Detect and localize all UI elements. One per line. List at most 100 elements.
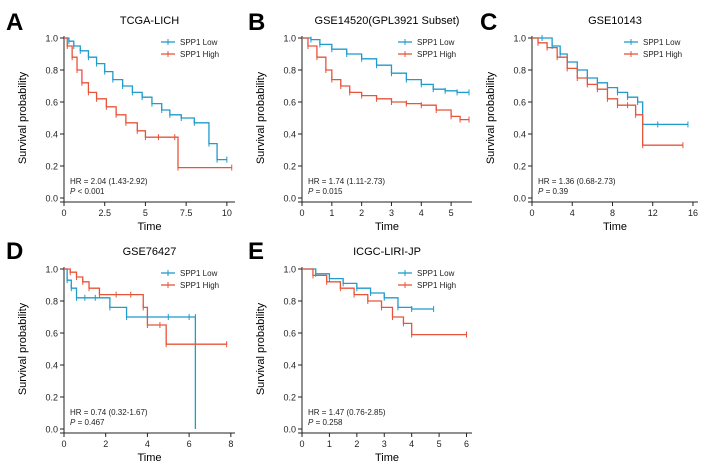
y-tick-label: 0.8 — [283, 66, 296, 76]
y-tick-label: 0.0 — [45, 194, 58, 204]
panel-letter: D — [6, 238, 23, 265]
legend-label: SPP1 High — [180, 281, 219, 290]
y-tick-label: 0.8 — [283, 297, 296, 307]
km-curve-high — [64, 37, 232, 169]
x-tick-label: 5 — [143, 208, 148, 218]
x-tick-label: 0 — [299, 439, 304, 449]
hazard-ratio-text: HR = 1.74 (1.11-2.73) — [308, 177, 385, 186]
x-tick-label: 4 — [145, 439, 150, 449]
x-tick-label: 3 — [389, 208, 394, 218]
legend-label: SPP1 High — [180, 50, 219, 59]
legend-label: SPP1 Low — [180, 38, 218, 47]
y-tick-label: 0.2 — [45, 162, 58, 172]
km-curve-low — [302, 37, 470, 94]
y-tick-label: 0.8 — [513, 66, 526, 76]
y-tick-label: 0.6 — [45, 329, 58, 339]
p-value-symbol: P — [308, 418, 314, 427]
y-tick-label: 1.0 — [283, 265, 296, 275]
legend-label: SPP1 High — [643, 50, 682, 59]
p-value-text: P = 0.258 — [308, 418, 343, 427]
y-tick-label: 0.6 — [513, 98, 526, 108]
panel-letter: C — [480, 9, 497, 36]
x-tick-label: 8 — [610, 208, 615, 218]
legend-label: SPP1 Low — [180, 269, 218, 278]
y-tick-label: 0.4 — [283, 130, 296, 140]
x-tick-label: 6 — [464, 439, 469, 449]
km-panel-d: D GSE76427 0.0 0.2 0.4 0.6 0.8 1.0 0 2 4 6 8 Time Surv… — [6, 238, 235, 464]
x-tick-label: 7.5 — [180, 208, 193, 218]
x-tick-label: 1 — [329, 208, 334, 218]
x-axis-label: Time — [375, 221, 399, 233]
hazard-ratio-text: HR = 0.74 (0.32-1.67) — [70, 408, 148, 417]
x-tick-label: 10 — [222, 208, 232, 218]
y-tick-label: 1.0 — [283, 34, 296, 44]
km-curve-low — [64, 268, 197, 429]
y-tick-label: 0.0 — [283, 194, 296, 204]
y-axis-label: Survival probability — [485, 71, 497, 164]
chart-title: GSE76427 — [123, 246, 177, 258]
km-panel-a: A TCGA-LICH 0.0 0.2 0.4 0.6 0.8 1.0 0 2.5 5 7.5 10 Ti… — [6, 9, 235, 233]
legend-label: SPP1 Low — [417, 38, 455, 47]
p-value-symbol: P — [70, 418, 76, 427]
y-axis-label: Survival probability — [255, 71, 267, 164]
x-tick-label: 16 — [688, 208, 698, 218]
y-tick-label: 0.8 — [45, 66, 58, 76]
x-tick-label: 2.5 — [98, 208, 111, 218]
p-value-symbol: P — [70, 187, 76, 196]
x-tick-label: 4 — [570, 208, 575, 218]
y-tick-label: 0.0 — [513, 194, 526, 204]
p-value-number: = 0.258 — [313, 418, 343, 427]
km-panel-e: E ICGC-LIRI-JP 0.0 0.2 0.4 0.6 0.8 1.0 0 1 2 3 4 5 6 Ti… — [248, 238, 472, 464]
p-value-text: P < 0.001 — [70, 187, 105, 196]
legend-label: SPP1 Low — [417, 269, 455, 278]
km-curve-low — [302, 268, 434, 310]
y-tick-label: 0.4 — [45, 361, 58, 371]
x-tick-label: 2 — [359, 208, 364, 218]
panel-letter: E — [248, 238, 264, 265]
y-axis-label: Survival probability — [17, 302, 29, 395]
panel-letter: A — [6, 9, 23, 36]
p-value-text: P = 0.39 — [538, 187, 569, 196]
x-tick-label: 1 — [327, 439, 332, 449]
x-tick-label: 0 — [299, 208, 304, 218]
hazard-ratio-text: HR = 1.47 (0.76-2.85) — [308, 408, 386, 417]
p-value-symbol: P — [538, 187, 544, 196]
hazard-ratio-text: HR = 1.36 (0.68-2.73) — [538, 177, 616, 186]
y-tick-label: 0.0 — [283, 425, 296, 435]
legend-label: SPP1 Low — [643, 38, 681, 47]
p-value-symbol: P — [308, 187, 314, 196]
x-tick-label: 8 — [228, 439, 233, 449]
p-value-number: = 0.015 — [313, 187, 343, 196]
x-tick-label: 4 — [419, 208, 424, 218]
y-tick-label: 0.0 — [45, 425, 58, 435]
x-tick-label: 2 — [354, 439, 359, 449]
x-axis-label: Time — [603, 221, 627, 233]
y-tick-label: 0.6 — [283, 98, 296, 108]
legend-label: SPP1 High — [417, 50, 456, 59]
x-tick-label: 2 — [103, 439, 108, 449]
legend-label: SPP1 High — [417, 281, 456, 290]
p-value-text: P = 0.467 — [70, 418, 105, 427]
y-tick-label: 0.2 — [283, 162, 296, 172]
y-tick-label: 0.6 — [283, 329, 296, 339]
x-axis-label: Time — [137, 221, 161, 233]
x-tick-label: 12 — [648, 208, 658, 218]
y-axis-label: Survival probability — [17, 71, 29, 164]
p-value-text: P = 0.015 — [308, 187, 343, 196]
y-tick-label: 0.4 — [283, 361, 296, 371]
km-curve-high — [302, 37, 470, 121]
x-tick-label: 0 — [529, 208, 534, 218]
y-tick-label: 0.4 — [513, 130, 526, 140]
p-value-number: = 0.39 — [543, 187, 568, 196]
p-value-number: < 0.001 — [75, 187, 105, 196]
km-panel-c: C GSE10143 0.0 0.2 0.4 0.6 0.8 1.0 0 4 8 12 16 Time Su… — [480, 9, 698, 233]
y-tick-label: 1.0 — [45, 265, 58, 275]
y-axis-label: Survival probability — [255, 302, 267, 395]
y-tick-label: 0.2 — [45, 393, 58, 403]
y-tick-label: 0.2 — [283, 393, 296, 403]
y-tick-label: 0.8 — [45, 297, 58, 307]
y-tick-label: 1.0 — [513, 34, 526, 44]
chart-title: ICGC-LIRI-JP — [353, 246, 421, 258]
x-tick-label: 3 — [382, 439, 387, 449]
